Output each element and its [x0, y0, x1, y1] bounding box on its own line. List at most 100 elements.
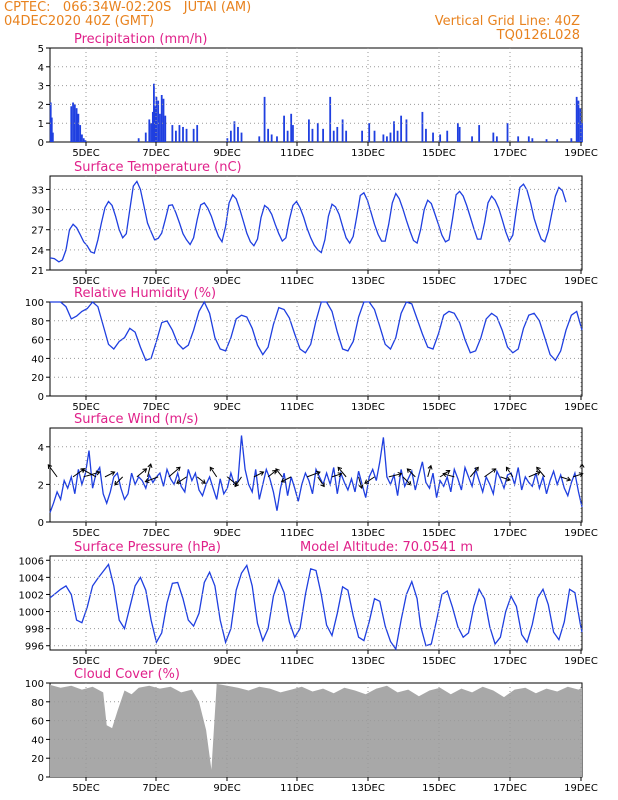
precip-bar [182, 126, 184, 142]
wind-vector [281, 476, 292, 483]
precip-bar [421, 111, 424, 142]
cloud-cover-area [50, 683, 582, 777]
precip-bar [400, 115, 403, 142]
panel-title: Surface Temperature (nC) [74, 160, 242, 175]
wind-vector-head [337, 466, 343, 472]
precip-bar [49, 102, 52, 142]
plot-frame [49, 175, 583, 271]
wind-vector-head [337, 472, 343, 478]
x-tick-label: 17DEC [493, 783, 527, 794]
precip-bar [575, 96, 578, 142]
precip-bar [290, 113, 293, 142]
precip-bar [432, 132, 434, 142]
panel-title: Cloud Cover (%) [74, 667, 180, 682]
x-tick-label: 9DEC [213, 402, 240, 413]
vertical-grid-note: Vertical Grid Line: 40Z [434, 14, 580, 29]
x-tick-label: 13DEC [351, 656, 385, 667]
y-tick-label: 2 [38, 100, 44, 111]
precip-bar [75, 108, 78, 142]
wind-vector-head [47, 464, 53, 469]
precip-bar [82, 138, 85, 142]
wind-vector [196, 476, 206, 484]
x-tick-label: 11DEC [280, 276, 314, 287]
wind-vector [81, 468, 97, 478]
precip-bar [382, 134, 385, 142]
precip-bar [155, 96, 158, 142]
x-tick-label: 5DEC [72, 402, 99, 413]
x-tick-label: 15DEC [422, 148, 456, 159]
y-tick-label: 27 [31, 226, 44, 237]
wind-vector-head [578, 472, 584, 478]
precip-bar [229, 130, 232, 142]
y-tick-label: 33 [31, 185, 44, 196]
precip-bar [517, 136, 520, 142]
precip-bar [361, 130, 364, 142]
y-tick-label: 80 [31, 317, 44, 328]
x-tick-label: 13DEC [351, 148, 385, 159]
wind-vector [267, 470, 277, 478]
precip-bar [175, 130, 177, 142]
wind-vector-head [406, 468, 412, 473]
x-tick-label: 17DEC [493, 656, 527, 667]
x-tick-label: 17DEC [493, 402, 527, 413]
wind-vector [136, 468, 147, 478]
wind-vector-head [445, 469, 451, 475]
x-tick-label: 11DEC [280, 783, 314, 794]
y-tick-label: 20 [31, 754, 44, 765]
wind-vector [114, 476, 124, 486]
wind-vector [176, 476, 187, 484]
x-tick-label: 19DEC [564, 783, 598, 794]
wind-vector [500, 476, 511, 481]
plot-frame [49, 555, 583, 651]
precip-bar [393, 121, 395, 142]
panel-title: Precipitation (mm/h) [74, 32, 207, 47]
y-tick-label: 2 [38, 480, 44, 491]
precip-bar [545, 139, 548, 142]
x-tick-label: 5DEC [72, 528, 99, 539]
x-tick-label: 7DEC [142, 783, 169, 794]
x-tick-label: 9DEC [213, 276, 240, 287]
y-tick-label: 60 [31, 336, 44, 347]
precip-bar [151, 111, 154, 142]
precip-bar [84, 140, 87, 142]
wind-vector [427, 465, 432, 478]
precip-bar [405, 119, 408, 142]
wind-vector [536, 466, 546, 478]
series-line [49, 435, 583, 513]
x-tick-label: 5DEC [72, 276, 99, 287]
plot-frame [49, 301, 583, 397]
wind-vector-head [147, 463, 153, 469]
x-tick-label: 15DEC [422, 528, 456, 539]
y-tick-label: 0 [38, 518, 44, 529]
wind-vector-head [320, 482, 325, 488]
y-tick-label: 24 [31, 246, 44, 257]
y-tick-label: 1002 [19, 590, 44, 601]
precip-bar [478, 125, 481, 142]
precip-bar [439, 134, 442, 142]
x-tick-label: 13DEC [351, 528, 385, 539]
wind-vector [234, 476, 242, 487]
x-tick-label: 15DEC [422, 276, 456, 287]
precip-bar [425, 128, 427, 142]
y-tick-label: 5 [38, 44, 44, 55]
y-tick-label: 40 [31, 735, 44, 746]
precip-bar [162, 98, 165, 142]
precip-bar [581, 123, 583, 142]
wind-vector [317, 476, 325, 487]
wind-vector [275, 468, 283, 478]
y-tick-label: 80 [31, 698, 44, 709]
y-tick-label: 20 [31, 373, 44, 384]
x-tick-label: 19DEC [564, 656, 598, 667]
wind-vector [337, 466, 347, 478]
wind-vector-head [536, 466, 541, 472]
wind-vector-head [427, 464, 433, 470]
x-tick-label: 17DEC [493, 528, 527, 539]
precip-bar [267, 128, 270, 142]
wind-vector-head [95, 470, 101, 476]
panel-title: Relative Humidity (%) [74, 286, 216, 301]
y-tick-label: 40 [31, 354, 44, 365]
panel-title: Surface Wind (m/s) [74, 412, 198, 427]
forecast-date: 04DEC2020 40Z (GMT) [4, 14, 155, 29]
y-tick-label: 1 [38, 119, 44, 130]
wind-vector-head [175, 466, 181, 472]
